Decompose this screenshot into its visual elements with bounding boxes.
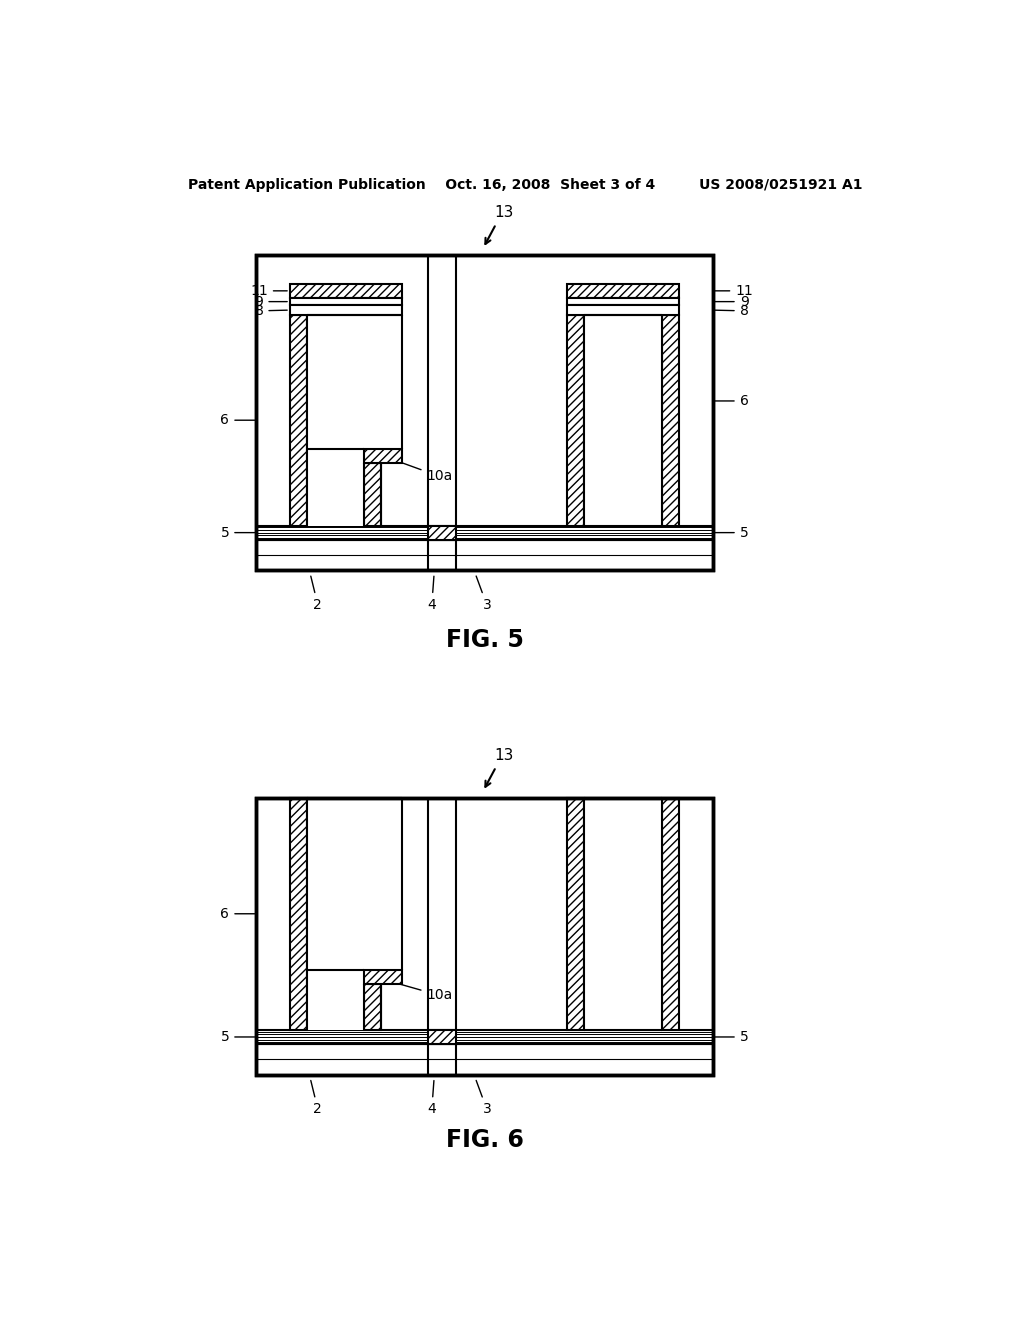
Text: 6: 6 [220,907,255,921]
Text: 11: 11 [591,817,632,834]
Bar [256,255,713,570]
Text: FIG. 5: FIG. 5 [445,627,523,652]
Bar [662,797,679,1030]
Bar [307,797,401,970]
Text: 4: 4 [427,577,436,612]
Text: 6: 6 [715,393,749,408]
Text: 5: 5 [220,525,255,540]
Bar [290,305,401,314]
Text: 2: 2 [311,1081,323,1117]
Text: 8: 8 [715,304,749,318]
Text: 6: 6 [220,413,255,428]
Bar [290,298,401,305]
Text: 10a: 10a [393,982,453,1002]
Bar [256,525,713,540]
Text: 9: 9 [715,294,749,309]
Bar [290,797,307,1030]
Bar [256,797,713,1074]
Text: 11: 11 [250,284,287,298]
Text: 11: 11 [348,817,383,834]
Text: 13: 13 [495,747,514,763]
Text: FIG. 6: FIG. 6 [445,1129,523,1152]
Bar [365,449,401,462]
Text: 2: 2 [311,576,323,612]
Bar [662,314,679,525]
Bar [307,970,365,1030]
Text: 3: 3 [476,1080,492,1117]
Bar [365,983,381,1030]
Bar [256,255,713,570]
Text: 5: 5 [715,525,749,540]
Bar [428,1030,456,1044]
Text: 8: 8 [255,304,287,318]
Text: 10a: 10a [332,407,362,432]
Text: 3: 3 [476,576,492,612]
Bar [256,255,713,570]
Bar [365,970,401,983]
Bar [365,462,381,525]
Text: 4: 4 [427,1081,436,1117]
Bar [256,1030,713,1044]
Text: Patent Application Publication    Oct. 16, 2008  Sheet 3 of 4         US 2008/02: Patent Application Publication Oct. 16, … [187,178,862,193]
Bar [567,284,679,298]
Bar [290,284,401,298]
Bar [290,314,307,525]
Bar [428,525,456,540]
Text: 5: 5 [715,1030,749,1044]
Text: 11: 11 [715,284,753,298]
Bar [585,797,662,1030]
Text: 10a: 10a [331,932,362,954]
Text: 5: 5 [220,1030,255,1044]
Bar [256,797,713,1074]
Text: 13: 13 [495,205,514,220]
Bar [307,314,401,449]
Text: 10a: 10a [602,891,629,911]
Bar [567,797,585,1030]
Bar [307,449,365,525]
Bar [567,305,679,314]
Bar [567,314,585,525]
Text: 10a: 10a [393,459,453,483]
Text: 10a: 10a [598,393,625,418]
Text: 9: 9 [255,294,287,309]
Bar [585,314,662,525]
Bar [256,797,713,1074]
Bar [567,298,679,305]
